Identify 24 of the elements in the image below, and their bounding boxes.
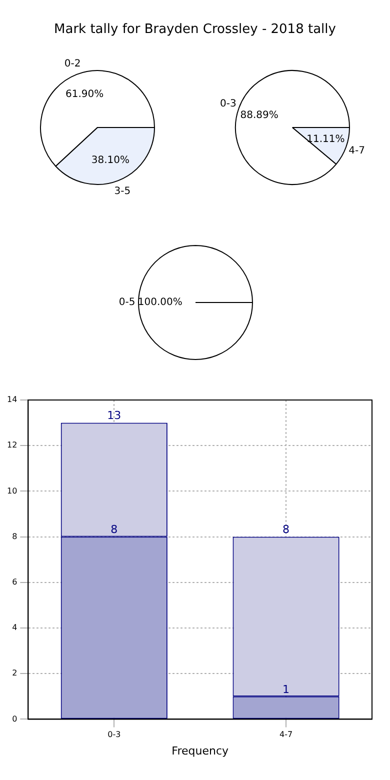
slice-label: 0-2 <box>64 58 81 70</box>
text: Mark tally for Brayden Crossley - 2018 tally <box>53 21 337 39</box>
slice-label: 3-5 <box>114 186 131 197</box>
total-label: 8 <box>282 523 290 536</box>
slice-label: 4-7 <box>348 145 365 156</box>
y-tick-label: 8 <box>12 532 18 541</box>
slice-label: 0-5 <box>118 297 135 308</box>
data-label: 61.90% <box>66 89 104 100</box>
total-label: 13 <box>107 409 122 422</box>
data-label: 11.11% <box>306 134 345 146</box>
y-tick-label: 14 <box>6 395 18 404</box>
data-label: 8 <box>110 523 118 536</box>
y-tick-label: 10 <box>6 486 18 496</box>
slice-label: 0-3 <box>220 98 236 110</box>
y-tick-label: 6 <box>12 577 18 586</box>
data-label: 38.10% <box>91 154 130 166</box>
y-tick-label: 12 <box>6 440 18 450</box>
x-axis-title: Frequency <box>172 744 229 758</box>
y-tick-label: 4 <box>12 623 18 632</box>
data-label: 88.89% <box>240 110 278 122</box>
data-label: 100.00% <box>137 297 182 308</box>
y-tick-label: 0 <box>12 714 18 724</box>
data-label: 1 <box>282 682 290 696</box>
y-tick-label: 2 <box>12 668 18 678</box>
